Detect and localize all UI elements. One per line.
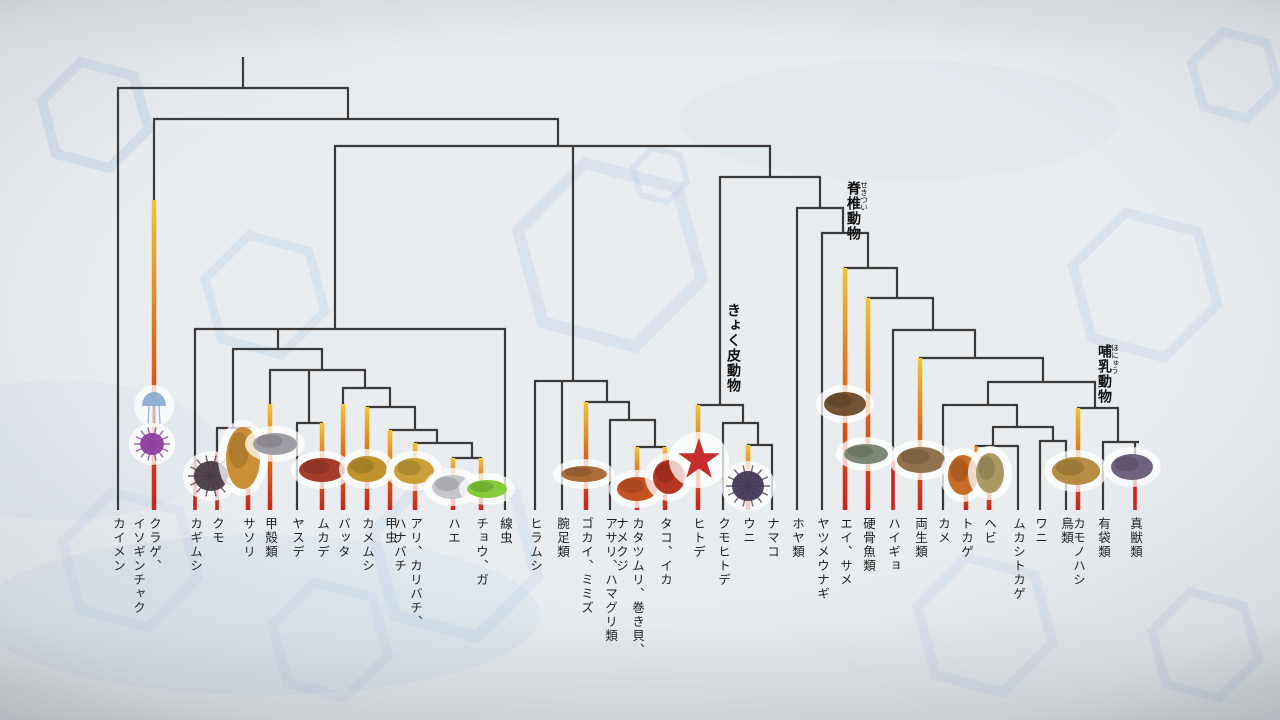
tip-label: トカゲ (959, 517, 974, 559)
hexagon-decor (200, 230, 330, 360)
tip-label: 有袋類 (1096, 517, 1111, 559)
animal-jellyfish-image (134, 385, 174, 427)
tip-label: カタツムリ、巻き貝、 ナメクジ (614, 517, 645, 657)
tip-label: ムカシトカゲ (1011, 517, 1026, 601)
animal-amphibian-image (889, 440, 953, 480)
tip-label: カモノハシ (1071, 517, 1086, 587)
tip-label: 腕足類 (555, 517, 570, 559)
tip-label: 鳥類 (1059, 517, 1074, 545)
tip-label: ワニ (1033, 517, 1048, 545)
tip-label: ヤスデ (290, 517, 305, 559)
tip-label: アサリ、ハマグリ類 (603, 517, 618, 643)
tip-label: カメムシ (360, 517, 375, 573)
tip-label: エイ、サメ (838, 517, 853, 587)
tip-label: 甲殻類 (263, 517, 278, 559)
animal-crustacean-image (245, 426, 305, 462)
tip-label: ヘビ (982, 517, 997, 545)
tip-label: ゴカイ、ミミズ (579, 517, 594, 615)
tip-label: ホヤ類 (790, 517, 805, 559)
soft-blob-decor (680, 60, 1120, 180)
tip-label: チョウ、ガ (474, 517, 489, 587)
hexagon-decor (56, 486, 204, 634)
hexagon-decor (911, 551, 1059, 699)
hexagon-decor (629, 144, 691, 206)
tip-label: アリ、カリバチ、 ハナバチ (392, 517, 423, 629)
tip-label: タコ、イカ (658, 517, 673, 587)
tip-label: ヒラムシ (528, 517, 543, 573)
hexagon-decor (266, 576, 394, 704)
hexagon-decor (366, 466, 544, 644)
clade-label-mammal: 哺乳ほにゅう動物 (1096, 344, 1120, 404)
clade-label-echinoderm: きょく皮動物 (725, 303, 741, 393)
tip-label: カイメン (111, 517, 126, 573)
tip-label: ハイギョ (886, 517, 901, 573)
tip-label: 硬骨魚類 (861, 517, 876, 573)
tip-label: バッタ (336, 517, 351, 559)
tip-label: ムカデ (315, 517, 330, 559)
animal-starfish-image (669, 432, 729, 488)
hexagon-decor (511, 156, 709, 354)
animal-ray-shark-image (816, 385, 874, 423)
tip-label: ウニ (741, 517, 756, 545)
tip-label: 甲虫 (383, 517, 398, 545)
tip-label: クモ (210, 517, 225, 545)
animal-bony-fish-image (836, 437, 896, 471)
tip-label: ハエ (446, 517, 461, 545)
tip-label: 線虫 (498, 517, 513, 545)
clade-label-vertebrate: 脊椎せきつい動物 (845, 181, 869, 241)
animal-bristle-worm-image (553, 459, 615, 489)
hexagon-decor (1146, 586, 1264, 704)
tip-label: ヤツメウナギ (815, 517, 830, 601)
tip-label: クモヒトデ (716, 517, 731, 587)
animal-platypus-image (1044, 450, 1108, 492)
animal-caterpillar-image (459, 473, 515, 505)
tip-label: 両生類 (913, 517, 928, 559)
hexagon-decor (36, 56, 154, 174)
soft-blob-decor (0, 535, 540, 695)
tip-label: サソリ (241, 517, 256, 559)
tip-label: カメ (936, 517, 951, 545)
hexagon-decor (1186, 26, 1280, 124)
tip-label: カギムシ (188, 517, 203, 573)
animal-sea-urchin-image (721, 461, 775, 511)
tip-label: ナマコ (765, 517, 780, 559)
animal-stink-bug-image (339, 449, 395, 489)
tip-label: ヒトデ (691, 517, 706, 559)
animal-centipede-image (291, 451, 353, 489)
hexagon-decor (1066, 207, 1224, 363)
animal-mouse-image (1103, 447, 1161, 487)
tip-label: クラゲ、 イソギンチャク (131, 517, 162, 615)
animal-snake-image (968, 446, 1012, 500)
animal-sea-anemone-image (129, 423, 175, 465)
tip-label: 真獣類 (1128, 517, 1143, 559)
